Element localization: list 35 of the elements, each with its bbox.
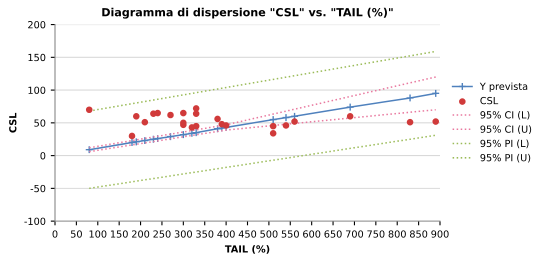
y-tick-label: 150	[28, 54, 46, 62]
x-tick-label: 450	[238, 230, 256, 238]
x-tick-label: 700	[346, 230, 364, 238]
y-tick-label: 50	[34, 119, 46, 127]
x-tick-label: 100	[90, 230, 106, 238]
chart-title: Diagramma di dispersione "CSL" vs. "TAIL (%)"	[102, 8, 393, 19]
y-tick-label: -50	[30, 184, 46, 192]
y-tick-label: -100	[24, 218, 46, 225]
legend-label: 95% CI (L)	[480, 111, 530, 120]
x-tick-label: 300	[174, 230, 192, 238]
y-tick-label: 200	[28, 21, 46, 28]
x-tick-label: 150	[110, 230, 128, 238]
x-tick-label: 0	[52, 230, 58, 238]
legend-label: 95% PI (U)	[480, 154, 530, 162]
x-tick-label: 400	[217, 230, 235, 238]
y-axis-title: CSL	[9, 112, 16, 133]
x-tick-label: 250	[153, 230, 171, 238]
legend-label: Y prevista	[480, 82, 528, 92]
x-tick-label: 50	[70, 230, 82, 238]
x-tick-label: 750	[367, 230, 384, 238]
legend-label: CSL	[480, 96, 498, 104]
x-tick-label: 500	[260, 230, 278, 238]
x-tick-label: 550	[282, 230, 299, 238]
x-tick-label: 350	[196, 230, 214, 238]
y-tick-label: 0	[40, 152, 46, 160]
legend-label: 95% PI (L)	[480, 140, 529, 148]
x-tick-label: 600	[303, 230, 320, 238]
x-tick-label: 800	[388, 230, 406, 238]
legend-label: 95% CI (U)	[480, 125, 532, 134]
x-tick-label: 650	[324, 230, 342, 238]
y-tick-label: 100	[28, 86, 46, 94]
x-tick-label: 200	[132, 230, 150, 238]
x-axis-title: TAIL (%)	[224, 245, 270, 254]
x-tick-label: 900	[431, 230, 449, 238]
x-tick-label: 850	[410, 230, 428, 238]
